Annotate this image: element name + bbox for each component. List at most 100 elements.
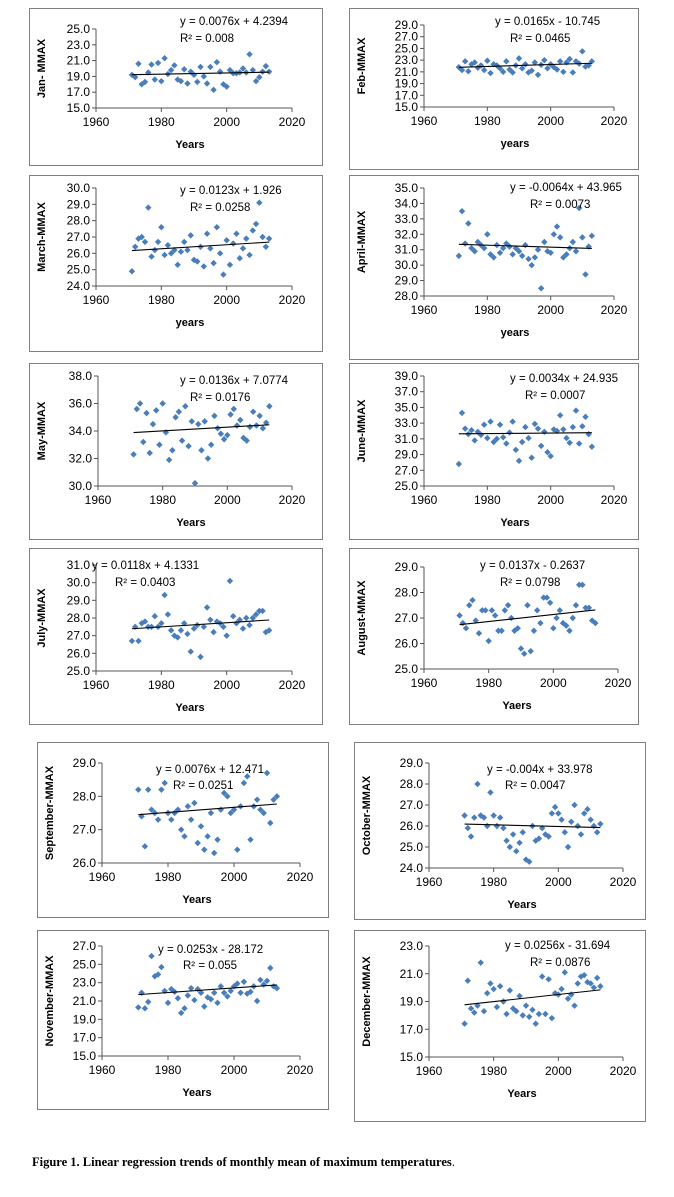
data-point	[210, 259, 217, 267]
data-point	[151, 613, 158, 620]
data-point	[531, 254, 539, 261]
data-point	[544, 449, 551, 456]
r-squared: R² = 0.0176	[190, 392, 250, 404]
data-point	[141, 618, 149, 625]
data-point	[270, 796, 277, 803]
data-point	[161, 55, 168, 62]
data-point	[484, 434, 491, 442]
data-point	[197, 989, 205, 996]
data-point	[135, 637, 142, 645]
y-tick-label: 26.0	[395, 637, 419, 651]
data-point	[236, 255, 243, 262]
data-point	[571, 1002, 578, 1009]
chart-panel-feb: 15.0 17.0 19.0 21.0 23.0 25.0 27.0 29.0 1960 1980…	[349, 8, 639, 170]
data-point	[518, 252, 526, 260]
data-point	[148, 952, 155, 960]
x-tick-label: 1980	[155, 870, 182, 884]
data-point	[590, 822, 598, 830]
data-point	[223, 237, 230, 244]
data-point	[546, 599, 554, 606]
data-point	[190, 71, 198, 79]
y-axis-title: August-MMAX	[356, 580, 368, 656]
y-tick-label: 28.0	[395, 586, 419, 600]
data-point	[201, 846, 208, 853]
data-point	[239, 625, 247, 632]
data-point	[187, 232, 194, 239]
data-point	[207, 809, 215, 817]
data-point	[191, 480, 199, 487]
data-point	[243, 235, 250, 242]
data-point	[167, 627, 175, 634]
x-tick-label: 1960	[85, 493, 112, 507]
y-tick-label: 29.0	[395, 560, 419, 574]
y-tick-label: 31.0	[395, 432, 419, 446]
y-tick-label: 15.0	[73, 1049, 97, 1063]
x-axis-title: Years	[175, 139, 204, 151]
data-point	[197, 823, 205, 830]
data-point	[223, 83, 230, 90]
data-point	[471, 814, 478, 821]
y-tick-label: 25.0	[67, 664, 91, 678]
chart-svg-november: 15.0 17.0 19.0 21.0 23.0 25.0 27.0 1960 1980 2000…	[44, 939, 314, 1099]
data-point	[257, 976, 264, 984]
data-point	[220, 789, 228, 797]
data-point	[181, 1005, 188, 1012]
x-tick-label: 1960	[411, 676, 438, 690]
data-point	[493, 822, 501, 830]
data-point	[246, 51, 253, 58]
data-point	[259, 607, 266, 615]
data-point	[482, 607, 489, 614]
data-point	[240, 978, 248, 985]
chart-svg-june: 25.0 27.029.0 31.0 33.0 35.037.0 39.0 1960 1980…	[356, 369, 628, 529]
data-point	[200, 263, 207, 270]
data-point	[246, 621, 253, 629]
chart-panel-june: 25.0 27.0 29.0 31.0 33.0 35.0 37.0 39.0 1960 1980…	[349, 363, 639, 540]
data-point	[217, 806, 224, 813]
y-tick-label: 21.0	[400, 967, 424, 981]
data-point	[474, 780, 481, 788]
x-tick-label: 1960	[89, 1063, 116, 1077]
data-point	[184, 80, 191, 87]
data-point	[230, 405, 237, 413]
data-point	[455, 460, 463, 468]
data-point	[590, 984, 598, 991]
data-point	[197, 653, 204, 661]
chart-panel-december: 15.0 17.0 19.0 21.0 23.0 1960 1980 2000 2020 Year…	[354, 930, 646, 1122]
y-axis-title: Feb-MMAX	[356, 37, 368, 94]
data-point	[508, 614, 515, 622]
y-axis-title: April-MMAX	[356, 210, 368, 273]
data-point	[484, 822, 491, 830]
data-point	[237, 989, 244, 996]
r-squared: R² = 0.055	[183, 960, 237, 972]
y-tick-label: 28.0	[67, 214, 91, 228]
data-point	[579, 423, 586, 430]
data-point	[459, 619, 466, 627]
data-point	[164, 999, 172, 1007]
data-point	[515, 55, 523, 62]
data-point	[158, 77, 165, 85]
x-tick-label: 1980	[148, 678, 175, 692]
data-point	[256, 412, 263, 420]
chart-panel-may: 30.0 32.0 34.0 36.0 38.0 1960 1980 2000 2020 Year…	[29, 363, 323, 540]
y-axis-title: September-MMAX	[44, 765, 56, 860]
data-point	[461, 240, 469, 247]
chart-panel-october: 24.0 25.0 26.0 27.0 28.0 29.0 1960 1980 2000 2020…	[354, 742, 646, 920]
data-point	[464, 977, 471, 984]
chart-svg-jan: 15.0 17.0 19.021.0 23.0 25.0 1960 1980 2000 2020…	[36, 16, 306, 151]
data-point	[256, 73, 263, 81]
data-point	[154, 59, 162, 67]
data-point	[249, 66, 256, 74]
y-tick-label: 19.0	[395, 77, 419, 91]
x-axis-title: Years	[175, 702, 204, 714]
data-point	[487, 69, 494, 77]
data-point	[262, 62, 270, 70]
data-point	[178, 826, 185, 833]
data-point	[503, 440, 510, 447]
y-tick-label: 21.0	[73, 994, 97, 1008]
data-point	[585, 430, 592, 438]
data-point	[146, 449, 153, 457]
data-point	[509, 251, 516, 258]
y-tick-label: 28.0	[400, 777, 424, 791]
data-point	[582, 63, 589, 70]
data-point	[201, 418, 208, 425]
